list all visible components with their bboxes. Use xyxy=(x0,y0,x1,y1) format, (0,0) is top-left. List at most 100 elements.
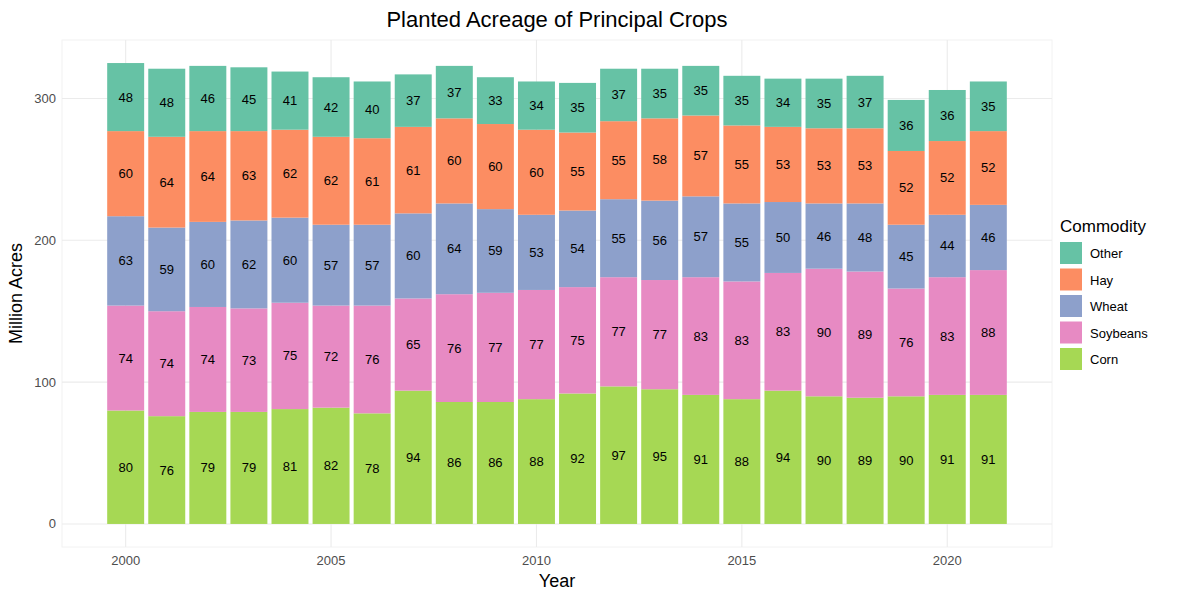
bar-segment xyxy=(189,222,226,307)
data-label: 57 xyxy=(694,148,708,163)
bar-segment xyxy=(477,209,514,293)
bar-segment xyxy=(313,77,350,137)
data-label: 53 xyxy=(817,158,831,173)
bar-segment xyxy=(313,137,350,225)
bar-segment xyxy=(107,306,144,411)
data-label: 33 xyxy=(488,93,502,108)
bar-segment xyxy=(970,270,1007,395)
bar-segment xyxy=(847,203,884,271)
data-label: 82 xyxy=(324,458,338,473)
bar-segment xyxy=(600,277,637,386)
bar-segment xyxy=(107,411,144,524)
data-label: 77 xyxy=(611,324,625,339)
bar-segment xyxy=(189,131,226,222)
bar-segment xyxy=(477,124,514,209)
data-label: 91 xyxy=(940,452,954,467)
bar-segment xyxy=(559,133,596,211)
data-label: 62 xyxy=(324,173,338,188)
data-label: 35 xyxy=(735,93,749,108)
data-label: 79 xyxy=(242,460,256,475)
bar-segment xyxy=(600,121,637,199)
legend-label: Corn xyxy=(1090,352,1118,367)
bar-segment xyxy=(518,399,555,524)
legend-label: Wheat xyxy=(1090,299,1128,314)
grid xyxy=(62,40,1052,547)
bar-segment xyxy=(148,69,185,137)
bar-segment xyxy=(230,308,267,412)
data-label: 81 xyxy=(283,459,297,474)
data-label: 80 xyxy=(118,460,132,475)
data-label: 88 xyxy=(981,325,995,340)
bar-segment xyxy=(518,130,555,215)
bar-segment xyxy=(272,409,309,524)
bar-segment xyxy=(929,141,966,215)
data-label: 52 xyxy=(981,160,995,175)
bar-segment xyxy=(764,202,801,273)
bar-segment xyxy=(929,395,966,524)
bar-segment xyxy=(395,213,432,298)
bar-segment xyxy=(929,215,966,277)
bar-segment xyxy=(970,131,1007,205)
data-label: 48 xyxy=(858,230,872,245)
bar-segment xyxy=(970,81,1007,131)
data-label: 46 xyxy=(817,229,831,244)
data-label: 55 xyxy=(611,153,625,168)
data-label: 64 xyxy=(160,175,174,190)
bar-segment xyxy=(559,211,596,288)
x-tick-label: 2010 xyxy=(522,553,551,568)
bar-segment xyxy=(436,66,473,118)
data-label: 92 xyxy=(570,451,584,466)
data-label: 57 xyxy=(365,258,379,273)
bar-segment xyxy=(148,137,185,228)
data-label: 37 xyxy=(447,85,461,100)
data-label: 41 xyxy=(283,93,297,108)
data-label: 62 xyxy=(283,166,297,181)
data-label: 60 xyxy=(447,153,461,168)
bar-segment xyxy=(272,130,309,218)
bar-segment xyxy=(764,127,801,202)
data-label: 64 xyxy=(201,169,215,184)
data-label: 55 xyxy=(735,157,749,172)
data-label: 88 xyxy=(735,454,749,469)
bar-segment xyxy=(354,413,391,524)
data-label: 53 xyxy=(858,158,872,173)
bar-segment xyxy=(189,412,226,524)
data-label: 60 xyxy=(529,165,543,180)
data-label: 86 xyxy=(447,455,461,470)
data-label: 78 xyxy=(365,461,379,476)
data-label: 97 xyxy=(611,448,625,463)
bar-segment xyxy=(847,398,884,524)
data-label: 61 xyxy=(406,163,420,178)
data-label: 56 xyxy=(652,233,666,248)
bar-segment xyxy=(847,128,884,203)
bar-segment xyxy=(518,81,555,129)
bar-segment xyxy=(354,138,391,225)
data-label: 77 xyxy=(529,337,543,352)
x-axis-title: Year xyxy=(539,571,575,591)
data-label: 94 xyxy=(406,450,420,465)
bar-segment xyxy=(806,269,843,397)
bar-segment xyxy=(888,225,925,289)
y-tick-label: 300 xyxy=(34,91,56,106)
y-tick-label: 100 xyxy=(34,375,56,390)
data-label: 57 xyxy=(694,229,708,244)
bar-segment xyxy=(395,74,432,126)
legend-key xyxy=(1060,322,1082,344)
data-label: 37 xyxy=(406,93,420,108)
data-label: 35 xyxy=(817,96,831,111)
data-label: 75 xyxy=(283,348,297,363)
bar-segment xyxy=(682,66,719,116)
data-label: 55 xyxy=(570,164,584,179)
x-tick-label: 2015 xyxy=(727,553,756,568)
x-tick-label: 2000 xyxy=(111,553,140,568)
bar-segment xyxy=(641,201,678,280)
legend: CommodityOtherHayWheatSoybeansCorn xyxy=(1060,217,1148,370)
bar-segment xyxy=(436,203,473,294)
data-label: 83 xyxy=(940,329,954,344)
legend-key xyxy=(1060,242,1082,264)
legend-key xyxy=(1060,295,1082,317)
data-label: 83 xyxy=(694,329,708,344)
bar-segment xyxy=(888,396,925,524)
data-label: 37 xyxy=(858,95,872,110)
data-label: 46 xyxy=(981,230,995,245)
